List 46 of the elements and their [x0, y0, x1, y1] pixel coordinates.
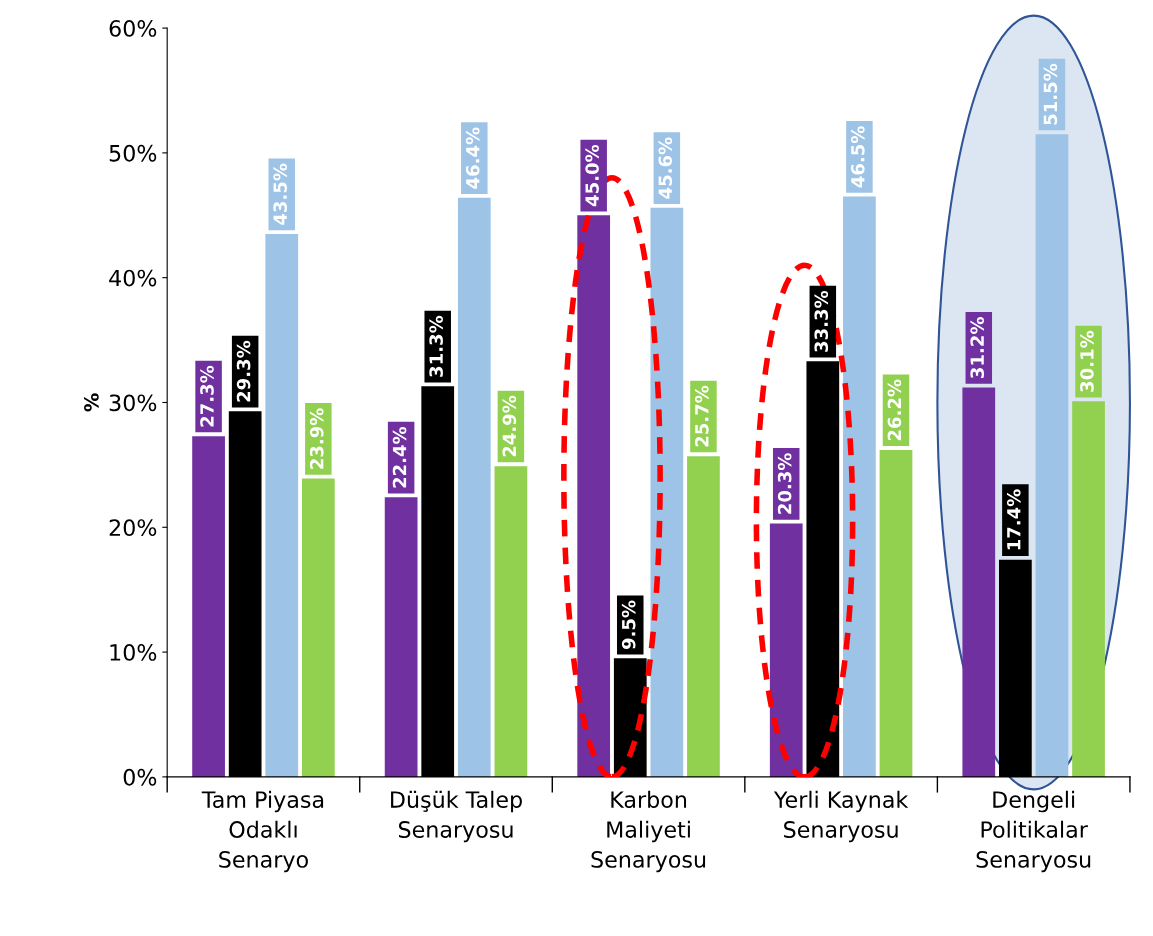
y-tick-label: 50% — [109, 144, 157, 162]
data-label: 31.2% — [970, 317, 985, 378]
data-label: 30.1% — [1080, 330, 1094, 392]
bar — [879, 449, 913, 777]
y-tick-label: 10% — [110, 644, 157, 661]
x-tick-label: Yerli Kaynak Senaryosu — [773, 790, 909, 843]
data-label: 9.5% — [621, 600, 636, 650]
y-axis-title: % — [84, 393, 99, 412]
data-label: 33.3% — [814, 290, 829, 352]
data-label: 20.3% — [777, 453, 792, 514]
x-tick-label: Dengeli Politikalar Senaryosu — [976, 790, 1091, 873]
bar — [1035, 134, 1069, 777]
bar — [265, 234, 299, 777]
data-label: 25.7% — [695, 385, 709, 447]
bar — [301, 478, 335, 777]
data-label: 22.4% — [392, 426, 407, 488]
bar — [457, 197, 491, 777]
y-tick-label: 0% — [123, 768, 157, 786]
bar — [687, 456, 720, 777]
bar — [843, 196, 876, 777]
bar — [192, 436, 225, 777]
data-label: 45.6% — [658, 137, 673, 199]
y-tick-label: 30% — [109, 394, 157, 412]
data-label: 17.4% — [1006, 489, 1021, 550]
data-label: 45.0% — [585, 144, 599, 207]
data-label: 29.3% — [236, 340, 251, 402]
data-label: 46.5% — [850, 126, 865, 188]
data-label: 24.9% — [502, 395, 517, 457]
data-label: 23.9% — [309, 408, 324, 469]
x-tick-label: Düşük Talep Senaryosu — [391, 790, 522, 843]
y-tick-label: 40% — [109, 269, 157, 287]
x-tick-label: Tam Piyasa Odaklı Senaryo — [201, 790, 324, 873]
data-label: 51.5% — [1043, 63, 1058, 125]
x-tick-label: Karbon Maliyeti Senaryosu — [591, 790, 706, 873]
data-label: 26.2% — [887, 379, 902, 441]
bar — [384, 497, 418, 777]
bar — [1072, 401, 1105, 777]
bar — [962, 387, 996, 777]
data-label: 46.4% — [465, 127, 480, 189]
data-label: 43.5% — [273, 163, 287, 225]
bar — [769, 523, 803, 777]
data-label: 31.3% — [429, 315, 443, 377]
data-label: 27.3% — [200, 365, 214, 427]
y-tick-label: 20% — [109, 519, 157, 537]
y-tick-label: 60% — [109, 20, 157, 37]
bar — [494, 466, 528, 777]
